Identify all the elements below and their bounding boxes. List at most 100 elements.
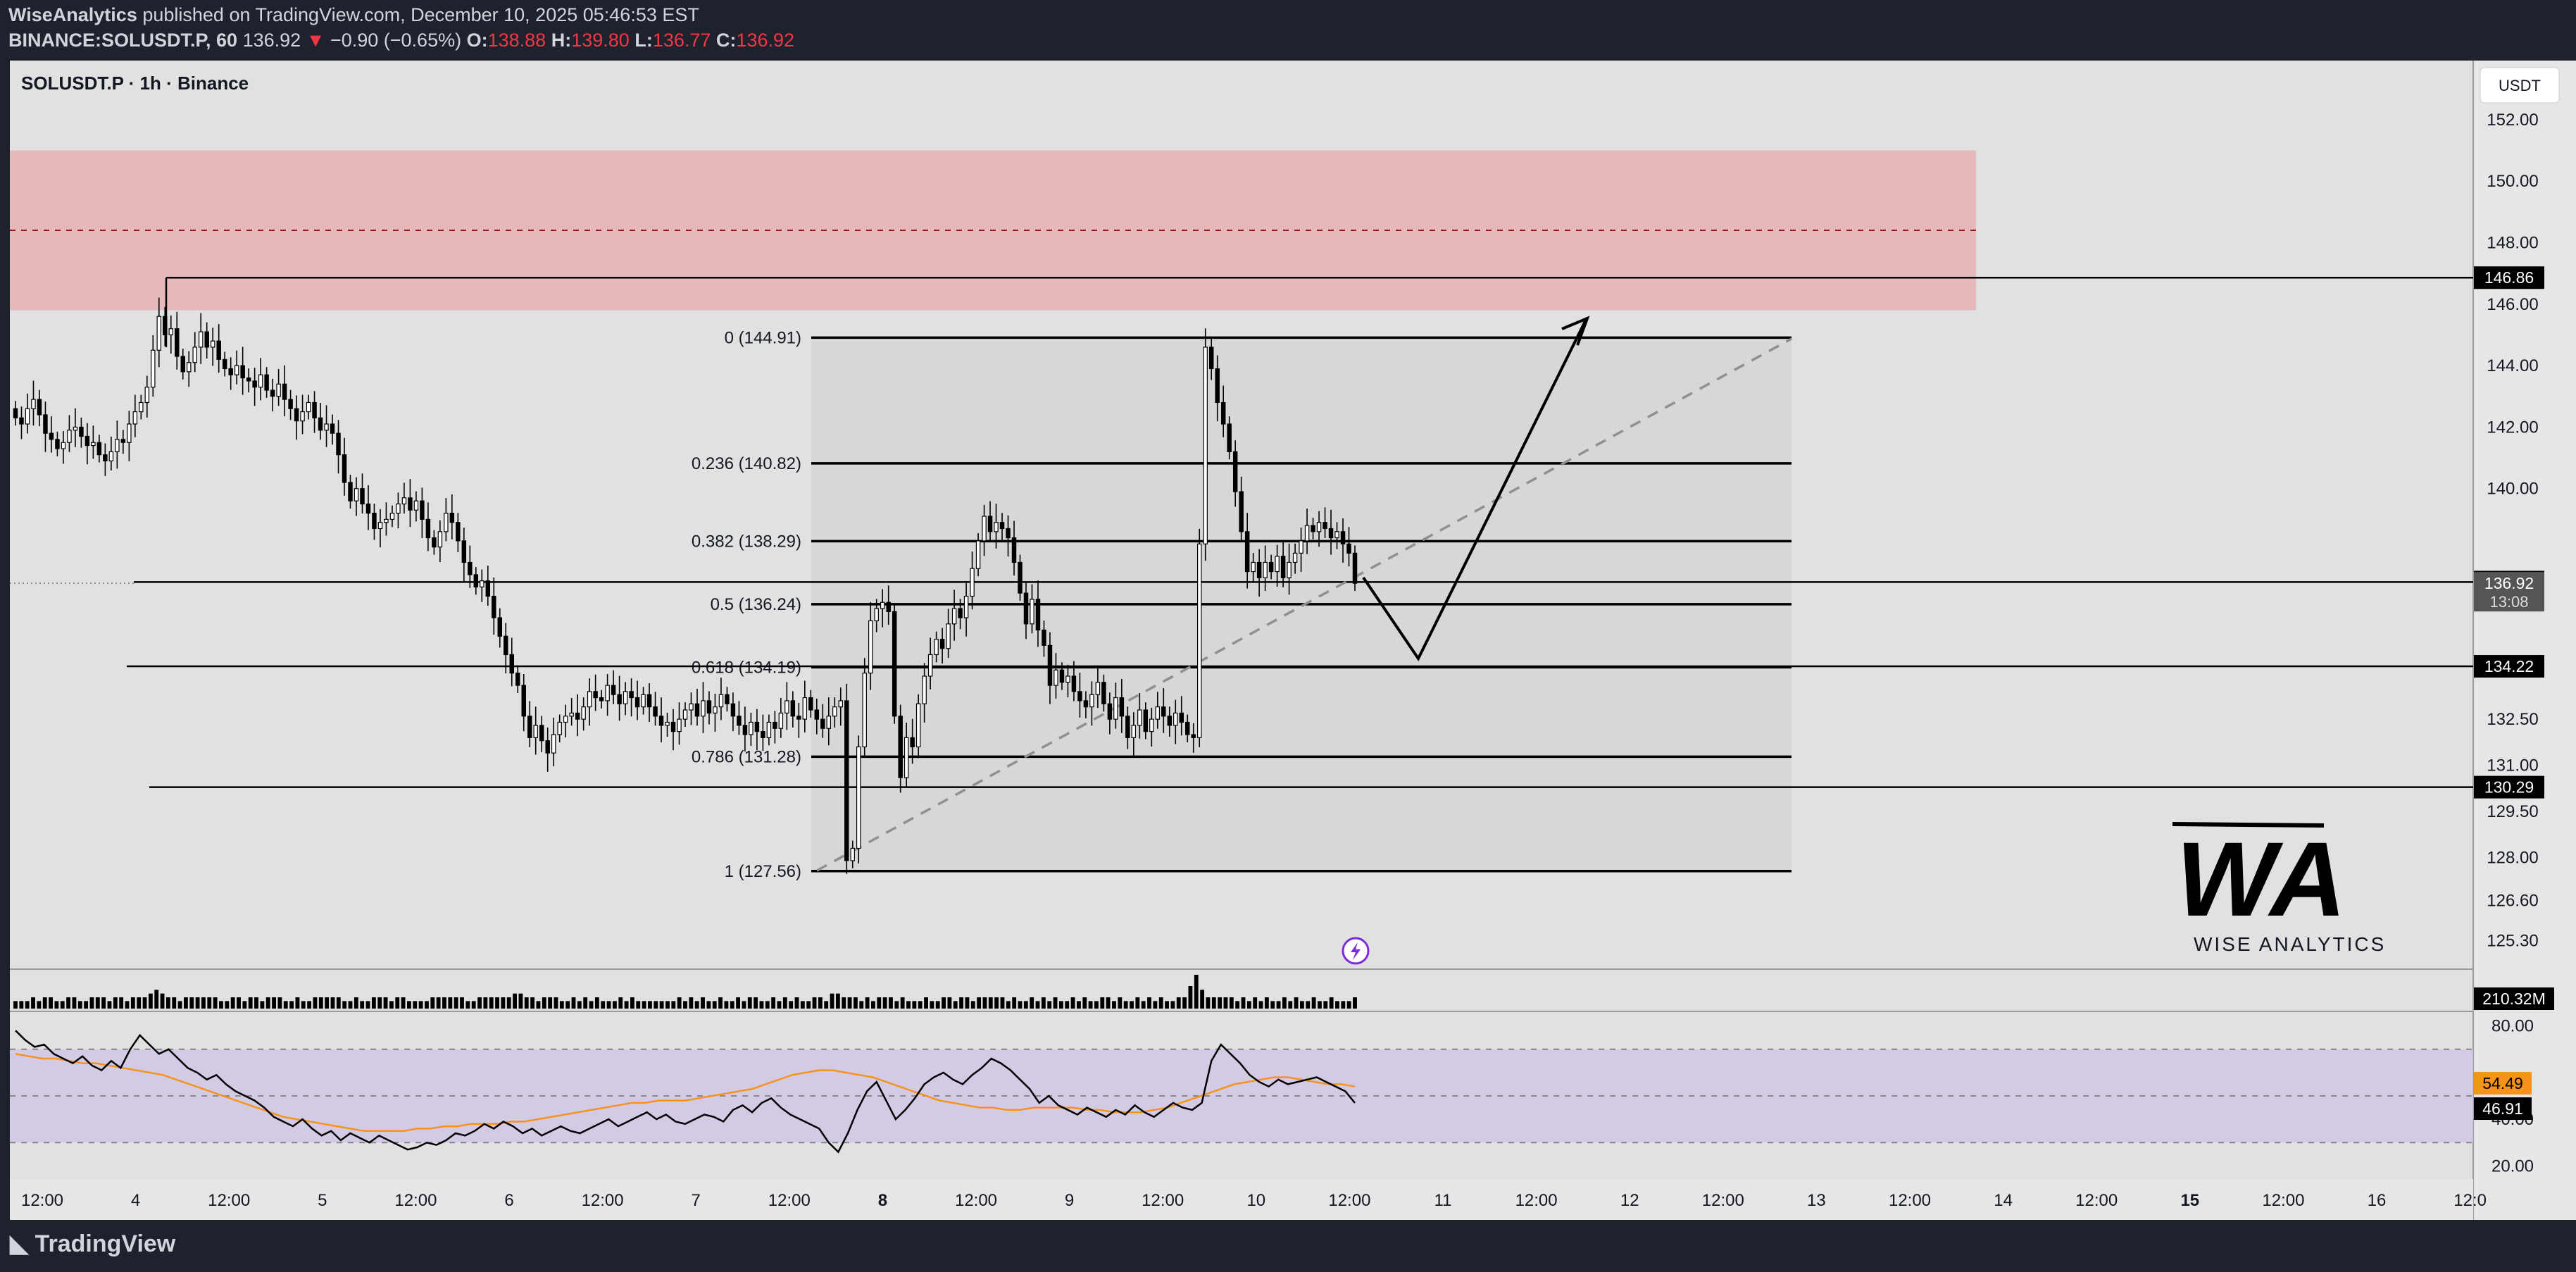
- candle-body[interactable]: [294, 409, 298, 420]
- candle-body[interactable]: [426, 519, 430, 537]
- candle-body[interactable]: [313, 402, 316, 418]
- candle-body[interactable]: [205, 332, 208, 347]
- candle-body[interactable]: [815, 710, 818, 719]
- candle-body[interactable]: [318, 418, 322, 430]
- candle-body[interactable]: [486, 581, 489, 597]
- candle-body[interactable]: [354, 489, 358, 501]
- candle-body[interactable]: [516, 673, 520, 685]
- candle-body[interactable]: [145, 387, 149, 403]
- candle-body[interactable]: [378, 523, 382, 529]
- candle-body[interactable]: [791, 701, 794, 716]
- candle-body[interactable]: [1066, 676, 1070, 682]
- candle-body[interactable]: [199, 332, 203, 347]
- candle-body[interactable]: [92, 442, 95, 445]
- candle-body[interactable]: [492, 597, 496, 618]
- candle-body[interactable]: [1198, 544, 1201, 737]
- candle-body[interactable]: [49, 433, 53, 439]
- candle-body[interactable]: [635, 698, 639, 707]
- candle-body[interactable]: [169, 329, 173, 335]
- candle-body[interactable]: [1239, 492, 1243, 532]
- candle-body[interactable]: [20, 418, 23, 424]
- candle-body[interactable]: [450, 513, 454, 523]
- candle-body[interactable]: [1234, 451, 1237, 492]
- candle-body[interactable]: [821, 719, 825, 728]
- candle-body[interactable]: [839, 701, 842, 707]
- candle-body[interactable]: [1024, 593, 1027, 624]
- candle-body[interactable]: [558, 722, 561, 734]
- candle-body[interactable]: [115, 439, 119, 451]
- candle-body[interactable]: [1162, 707, 1165, 716]
- candle-body[interactable]: [1054, 670, 1058, 685]
- candle-body[interactable]: [1138, 710, 1142, 725]
- candle-body[interactable]: [211, 341, 215, 347]
- candle-body[interactable]: [504, 636, 508, 654]
- candle-body[interactable]: [181, 356, 185, 372]
- candle-body[interactable]: [133, 412, 137, 424]
- candle-body[interactable]: [1222, 402, 1225, 424]
- candle-body[interactable]: [677, 719, 681, 731]
- candle-body[interactable]: [1126, 716, 1130, 738]
- candle-body[interactable]: [599, 698, 603, 701]
- candle-body[interactable]: [623, 692, 627, 704]
- candle-body[interactable]: [1347, 544, 1351, 553]
- candle-body[interactable]: [85, 436, 89, 445]
- candle-body[interactable]: [642, 694, 645, 706]
- candle-body[interactable]: [366, 504, 370, 513]
- candle-body[interactable]: [654, 707, 657, 716]
- candle-body[interactable]: [875, 609, 878, 621]
- candle-body[interactable]: [683, 710, 687, 719]
- candle-body[interactable]: [851, 848, 854, 860]
- candle-body[interactable]: [582, 707, 585, 719]
- candle-body[interactable]: [432, 538, 436, 547]
- candle-body[interactable]: [988, 516, 992, 532]
- candle-body[interactable]: [438, 532, 442, 547]
- candle-body[interactable]: [630, 692, 633, 698]
- candle-body[interactable]: [689, 704, 693, 710]
- candle-body[interactable]: [229, 368, 232, 375]
- candle-body[interactable]: [1323, 523, 1327, 529]
- candle-body[interactable]: [976, 541, 980, 568]
- candle-body[interactable]: [887, 602, 890, 611]
- candle-body[interactable]: [713, 707, 717, 713]
- candle-body[interactable]: [1353, 553, 1356, 583]
- candle-body[interactable]: [606, 685, 609, 701]
- candle-body[interactable]: [881, 602, 884, 609]
- candle-body[interactable]: [1120, 698, 1123, 716]
- candle-body[interactable]: [1042, 630, 1046, 646]
- candle-body[interactable]: [247, 378, 251, 381]
- candle-body[interactable]: [44, 415, 47, 433]
- candle-body[interactable]: [773, 722, 777, 728]
- candle-body[interactable]: [1215, 368, 1219, 402]
- candle-body[interactable]: [833, 707, 837, 716]
- candle-body[interactable]: [917, 704, 920, 747]
- candle-body[interactable]: [277, 384, 280, 396]
- candle-body[interactable]: [827, 716, 830, 728]
- candle-body[interactable]: [899, 716, 902, 778]
- candle-body[interactable]: [934, 640, 938, 655]
- candle-body[interactable]: [163, 316, 167, 335]
- candle-body[interactable]: [121, 439, 125, 442]
- candle-body[interactable]: [1084, 701, 1087, 707]
- candle-body[interactable]: [923, 676, 926, 704]
- candle-body[interactable]: [964, 597, 968, 618]
- lightning-icon[interactable]: [1343, 938, 1368, 964]
- candle-body[interactable]: [289, 399, 292, 409]
- candle-body[interactable]: [1329, 528, 1332, 537]
- symbol-label[interactable]: BINANCE:SOLUSDT.P, 60: [8, 30, 237, 51]
- candle-body[interactable]: [701, 701, 705, 716]
- candle-body[interactable]: [1114, 698, 1118, 720]
- candle-body[interactable]: [1341, 532, 1344, 544]
- candle-body[interactable]: [1048, 645, 1051, 685]
- candle-body[interactable]: [80, 427, 83, 436]
- candle-body[interactable]: [1263, 562, 1267, 578]
- candle-body[interactable]: [952, 609, 956, 624]
- author-name[interactable]: WiseAnalytics: [8, 4, 137, 25]
- candle-body[interactable]: [330, 424, 334, 433]
- candle-body[interactable]: [534, 725, 537, 737]
- candle-body[interactable]: [510, 654, 513, 673]
- candle-body[interactable]: [611, 685, 615, 694]
- candle-body[interactable]: [1060, 670, 1063, 682]
- candle-body[interactable]: [982, 516, 986, 541]
- candle-body[interactable]: [863, 673, 866, 747]
- candle-body[interactable]: [1108, 704, 1111, 719]
